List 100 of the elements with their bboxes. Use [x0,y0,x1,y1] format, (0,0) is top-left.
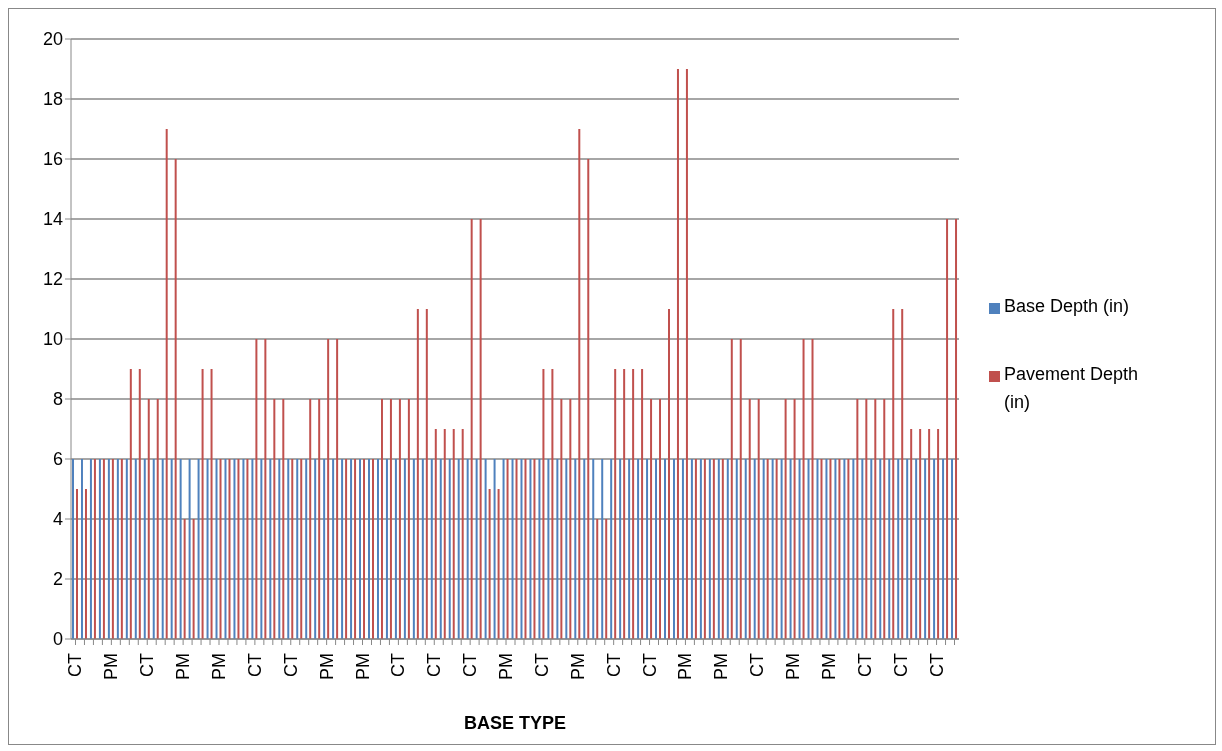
bar [694,459,697,639]
bar [897,459,900,639]
bar [676,69,679,639]
bar [641,369,644,639]
bar [470,219,473,639]
bar [359,459,362,639]
bar [111,459,114,639]
bar [98,459,101,639]
bar [452,429,455,639]
bar [255,339,258,639]
bar [215,459,218,639]
x-tick-label: CT [244,653,265,677]
bar [735,459,738,639]
bar [165,129,168,639]
bar [614,369,617,639]
bar [93,459,96,639]
bar [942,459,945,639]
bar [762,459,765,639]
bar [206,459,209,639]
bar [493,459,496,639]
bar [529,459,532,639]
bar [681,459,684,639]
bar [380,399,383,639]
bar [219,459,222,639]
bar [712,459,715,639]
bar [847,459,850,639]
bar [201,369,204,639]
bar [556,459,559,639]
y-tick-label: 6 [52,449,63,470]
x-axis-title: BASE TYPE [463,713,567,733]
bar [861,459,864,639]
bar [811,339,814,639]
bar [129,369,132,639]
bar [524,459,527,639]
bar [80,459,83,639]
bar [565,459,568,639]
bar [336,339,339,639]
bar [156,399,159,639]
bar [116,459,119,639]
bar [610,459,613,639]
bar [260,459,263,639]
bar [376,459,379,639]
y-tick-label: 2 [52,569,63,590]
bar [484,459,487,639]
bar [587,159,590,639]
bar [439,459,442,639]
bar [708,459,711,639]
bar [475,459,478,639]
bar [757,399,760,639]
x-tick-label: CT [531,653,552,677]
bar [107,459,110,639]
bar [928,429,931,639]
bar [430,459,433,639]
x-tick-label: PM [496,653,517,680]
x-tick-label: PM [209,653,229,680]
y-tick-label: 16 [42,149,63,170]
bar [784,399,787,639]
bar [637,459,640,639]
bar [892,309,895,639]
bar [946,219,949,639]
bar [305,459,308,639]
bar [937,429,940,639]
bar [502,459,505,639]
bar [354,459,357,639]
bar [403,459,406,639]
bar [372,459,374,639]
bar [251,459,254,639]
bar [924,459,927,639]
x-tick-label: PM [173,653,194,680]
bar [569,399,572,639]
bar [798,459,801,639]
bar [592,459,595,639]
bar [825,459,828,639]
x-tick-label: PM [101,653,122,680]
bar [816,459,819,639]
bar [394,459,397,639]
bar [323,459,326,639]
bar [363,459,366,639]
bar [197,459,200,639]
bar [574,459,577,639]
bar [76,489,78,639]
bar [780,459,783,639]
bar [515,459,518,639]
bar [457,459,460,639]
bar [919,429,922,639]
bar [852,459,855,639]
y-tick-label: 0 [52,629,63,650]
bar [120,459,123,639]
bar [753,459,756,639]
bar [273,399,276,639]
bar [385,459,388,639]
bar [224,459,227,639]
bar [547,459,550,639]
bar [664,459,666,639]
bar [748,399,751,639]
bar [416,309,419,639]
bar [327,339,330,639]
bar [506,459,509,639]
x-tick-label: CT [460,653,481,677]
x-tick-label: PM [567,653,588,680]
